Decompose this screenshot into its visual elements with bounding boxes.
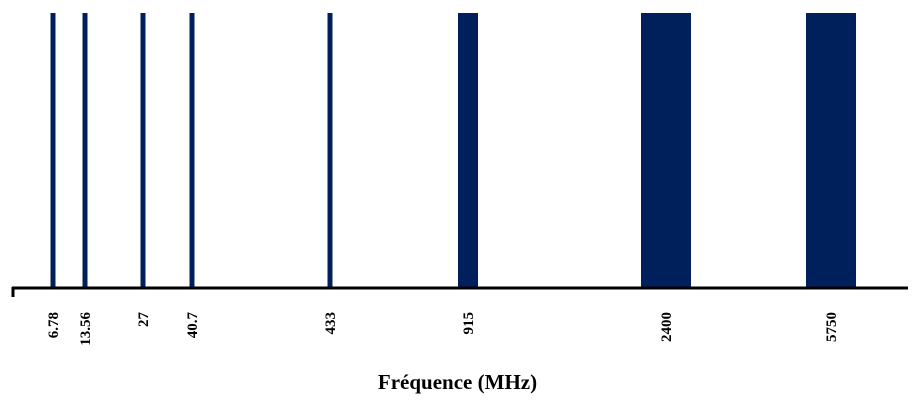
tick-label-13.56: 13.56 (78, 312, 94, 346)
tick-label-915: 915 (461, 312, 477, 335)
bar-27 (140, 13, 146, 287)
bar-40.7 (189, 13, 195, 287)
bar-13.56 (82, 13, 88, 287)
x-axis-title: Fréquence (MHz) (377, 370, 538, 394)
tick-label-6.78: 6.78 (46, 312, 62, 338)
bar-5750 (806, 13, 856, 287)
bars-group (50, 13, 856, 287)
tick-label-433: 433 (323, 312, 339, 335)
tick-label-27: 27 (136, 312, 152, 328)
tick-label-5750: 5750 (824, 312, 840, 342)
bar-6.78 (50, 13, 56, 287)
tick-label-40.7: 40.7 (185, 312, 201, 339)
bar-2400 (641, 13, 691, 287)
tick-labels-group: 6.78 13.56 27 40.7 433 915 2400 5750 (46, 312, 840, 346)
tick-label-2400: 2400 (659, 312, 675, 342)
bar-915 (458, 13, 478, 287)
bar-433 (327, 13, 333, 287)
